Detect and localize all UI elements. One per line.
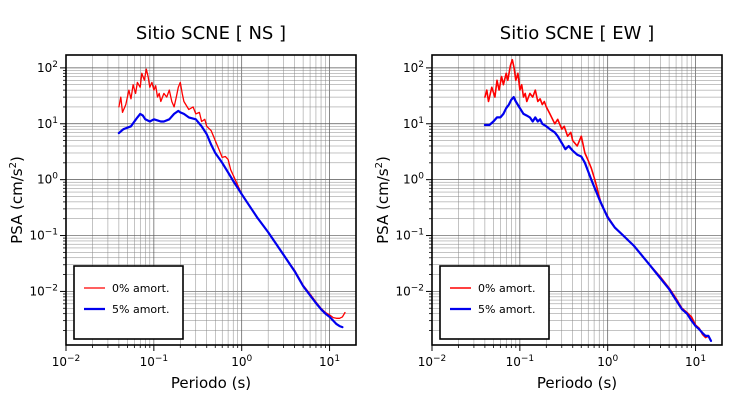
- chart-title: Sitio SCNE [ NS ]: [136, 23, 286, 44]
- x-tick-label: 101: [685, 354, 706, 369]
- y-tick-label: 102: [37, 60, 58, 75]
- x-tick-label: 10−1: [140, 354, 169, 369]
- x-tick-label: 100: [231, 354, 252, 369]
- y-axis-label: PSA (cm/s2): [374, 156, 392, 244]
- x-tick-label: 101: [319, 354, 340, 369]
- legend-label: 5% amort.: [112, 303, 169, 316]
- legend: 0% amort. 5% amort.: [439, 265, 550, 340]
- plot-frame: [65, 54, 357, 346]
- x-tick-label: 10−1: [506, 354, 535, 369]
- chart-ew: 10−2 10−1 100 101 10−2 10−1 100 101 102 Sitio SCN…: [374, 23, 723, 392]
- legend-label: 0% amort.: [112, 282, 169, 295]
- x-tick-label: 10−2: [418, 354, 447, 369]
- x-axis-label: Periodo (s): [171, 374, 251, 392]
- chart-title: Sitio SCNE [ EW ]: [500, 23, 654, 44]
- y-tick-label: 10−1: [395, 228, 424, 243]
- x-tick-label: 10−2: [52, 354, 81, 369]
- chart-ns: 10−2 10−1 100 101 10−2 10−1 100 101 102 Sitio SCN…: [8, 23, 357, 392]
- y-axis-label: PSA (cm/s2): [8, 156, 26, 244]
- series-line-damped: [483, 96, 713, 342]
- legend-label: 0% amort.: [478, 282, 535, 295]
- series-line-damped: [117, 109, 344, 329]
- plot-frame: [431, 54, 723, 346]
- y-tick-label: 101: [37, 116, 58, 131]
- y-tick-label: 100: [403, 172, 424, 187]
- legend-box: [73, 265, 184, 340]
- y-tick-label: 102: [403, 60, 424, 75]
- x-tick-label: 100: [597, 354, 618, 369]
- y-tick-label: 10−2: [29, 283, 58, 298]
- legend-box: [439, 265, 550, 340]
- y-tick-label: 101: [403, 116, 424, 131]
- y-tick-label: 10−1: [29, 228, 58, 243]
- legend-label: 5% amort.: [478, 303, 535, 316]
- legend: 0% amort. 5% amort.: [73, 265, 184, 340]
- y-tick-label: 100: [37, 172, 58, 187]
- x-axis-label: Periodo (s): [537, 374, 617, 392]
- y-tick-label: 10−2: [395, 283, 424, 298]
